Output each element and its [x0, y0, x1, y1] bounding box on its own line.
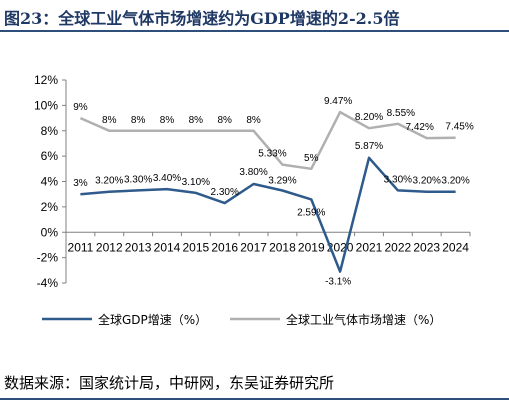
y-tick-label: 10%: [34, 98, 58, 112]
gdp-data-label: 3.10%: [182, 177, 210, 188]
gdp-data-label: 3.20%: [413, 176, 441, 187]
gas-data-label: 7.42%: [406, 122, 434, 133]
legend-gdp-label: 全球GDP增速（%）: [98, 312, 207, 327]
gdp-data-label: 3.30%: [124, 174, 152, 185]
x-tick-label: 2019: [298, 240, 325, 254]
x-tick-label: 2012: [96, 240, 123, 254]
gas-data-label: 8.55%: [387, 108, 415, 119]
gdp-data-label: 3.20%: [441, 176, 469, 187]
x-axis: 2011 2012 2013 2014 2015 2016 2017 2018 2019 2020…: [65, 231, 471, 254]
gdp-data-label: 3.80%: [239, 167, 267, 178]
gas-data-label: 7.45%: [445, 122, 473, 133]
data-labels: 3% 3.20% 3.30% 3.40% 3.10%2.30%3.80%3.29%2.5…: [73, 96, 474, 287]
x-tick-label: 2021: [356, 240, 383, 254]
gdp-data-label: 3%: [73, 178, 88, 189]
y-tick-label: -2%: [37, 251, 59, 265]
gas-data-label: 5.33%: [258, 149, 286, 160]
gas-data-label: 8%: [160, 115, 175, 126]
y-tick-label: 2%: [41, 200, 59, 214]
y-tick-label: 8%: [41, 124, 59, 138]
legend-gas-label: 全球工业气体市场增速（%）: [286, 312, 441, 327]
source-note: 数据来源：国家统计局，中研网，东吴证券研究所: [4, 374, 335, 392]
y-tick-label: 0%: [41, 225, 59, 239]
x-tick-label: 2013: [125, 240, 152, 254]
chart-title: 图23：全球工业气体市场增速约为GDP增速的2-2.5倍: [4, 9, 400, 28]
x-tick-label: 2018: [269, 240, 296, 254]
series-lines: [79, 110, 456, 273]
industrial-gas-growth-line: [79, 110, 456, 171]
gas-data-label: 9.47%: [324, 96, 352, 107]
x-tick-label: 2015: [183, 240, 210, 254]
y-tick-label: -4%: [37, 276, 59, 290]
y-tick-label: 12%: [34, 73, 58, 87]
legend: 全球GDP增速（%） 全球工业气体市场增速（%）: [42, 312, 441, 327]
gas-data-label: 8%: [102, 115, 117, 126]
x-tick-label: 2017: [240, 240, 267, 254]
gas-data-label: 8%: [246, 115, 261, 126]
gdp-data-label: 2.59%: [297, 207, 325, 218]
gas-data-label: 9%: [73, 102, 88, 113]
gas-data-label: 8%: [189, 115, 204, 126]
line-chart: 12%10%8%6%4%2%0%-2%-4% 2011 2012 2013 2014 2…: [34, 73, 474, 327]
gdp-data-label: 3.40%: [153, 173, 181, 184]
title-bar: 图23：全球工业气体市场增速约为GDP增速的2-2.5倍: [0, 0, 509, 32]
x-tick-label: 2011: [68, 240, 94, 254]
footer-divider: [0, 398, 509, 400]
x-tick-label: 2014: [154, 240, 181, 254]
gas-data-label: 8%: [217, 115, 232, 126]
gdp-data-label: 3.29%: [268, 176, 296, 187]
y-tick-label: 4%: [41, 175, 59, 189]
y-axis: 12% 10% 8% 6% 4% 2% 0% -2% -4%: [34, 73, 67, 290]
x-tick-label: 2022: [385, 240, 412, 254]
gdp-data-label: 5.87%: [355, 141, 383, 152]
gdp-growth-line: [80, 156, 456, 273]
gas-data-label: 8%: [131, 115, 146, 126]
gas-data-label: 8.20%: [355, 112, 383, 123]
x-tick-label: 2024: [442, 240, 469, 254]
gdp-data-label: 3.20%: [95, 176, 123, 187]
gdp-data-label: -3.1%: [325, 277, 351, 288]
y-tick-label: 6%: [41, 149, 59, 163]
gas-data-label: 5%: [304, 153, 319, 164]
x-tick-label: 2023: [413, 240, 440, 254]
x-tick-label: 2016: [211, 240, 238, 254]
gdp-data-label: 3.30%: [384, 174, 412, 185]
gdp-data-label: 2.30%: [211, 187, 239, 198]
